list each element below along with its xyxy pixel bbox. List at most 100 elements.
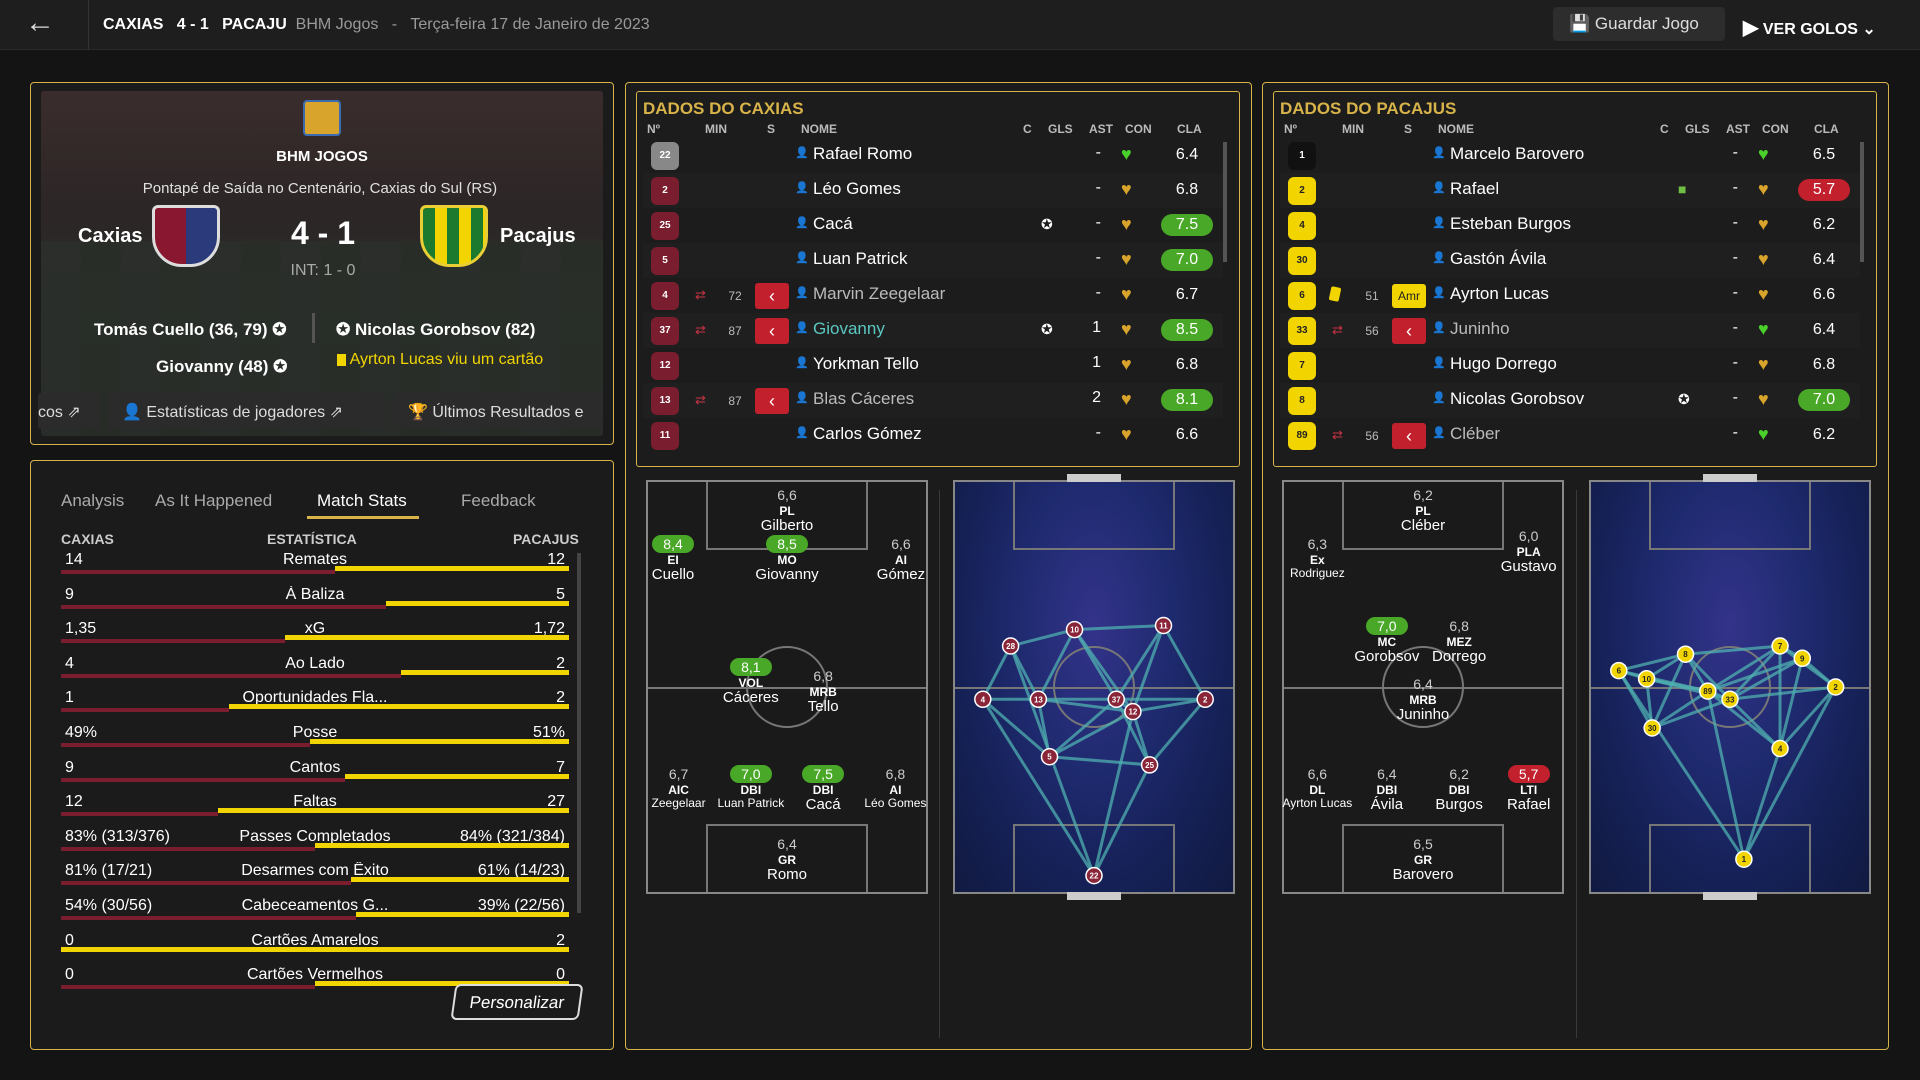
pass-node[interactable]: 37	[1107, 690, 1125, 709]
player-row[interactable]: 2 👤 Rafael ■ - ♥ 5.7	[1280, 173, 1860, 208]
pass-node[interactable]: 12	[1124, 702, 1142, 721]
col-name[interactable]: NOME	[1438, 122, 1474, 136]
formation-player[interactable]: 6,4 DBI Ávila	[1342, 765, 1432, 813]
pass-node[interactable]: 1	[1735, 850, 1753, 868]
tab-player-stats[interactable]: 👤 Estatísticas de jogadores ⇗	[108, 393, 386, 429]
player-row[interactable]: 22 👤 Rafael Romo - ♥ 6.4	[643, 138, 1223, 173]
pass-node[interactable]: 6	[1610, 661, 1628, 680]
pass-node[interactable]: 30	[1643, 719, 1661, 737]
player-row[interactable]: 12 👤 Yorkman Tello 1 ♥ 6.8	[643, 348, 1223, 383]
formation-player[interactable]: 6,6 PL Gilberto	[742, 486, 832, 534]
player-row[interactable]: 6 51 Amr 👤 Ayrton Lucas - ♥ 6.6	[1280, 278, 1860, 313]
stats-scrollbar[interactable]	[577, 553, 581, 913]
player-name[interactable]: Giovanny	[813, 319, 885, 338]
formation-player[interactable]: 6,3 Ex Rodriguez	[1272, 535, 1362, 580]
col-rating[interactable]: CLA	[1177, 122, 1202, 136]
tab-feedback[interactable]: Feedback	[461, 491, 536, 510]
pass-node[interactable]: 2	[1826, 678, 1845, 696]
customize-button[interactable]: Personalizar	[450, 984, 584, 1020]
tab-last-results[interactable]: 🏆 Últimos Resultados e	[394, 393, 602, 429]
pass-node[interactable]: 8	[1676, 645, 1695, 663]
col-goals[interactable]: GLS	[1048, 122, 1073, 136]
player-name[interactable]: Rafael Romo	[813, 144, 913, 163]
home-list-scrollbar[interactable]	[1223, 142, 1227, 262]
pass-node[interactable]: 22	[1085, 866, 1103, 885]
formation-player[interactable]: 6,0 PLA Gustavo	[1484, 527, 1574, 575]
formation-player[interactable]: 8,4 EI Cuello	[628, 535, 718, 583]
away-crest-icon[interactable]	[420, 205, 488, 267]
tab-as-it-happened[interactable]: As It Happened	[155, 491, 273, 510]
formation-player[interactable]: 6,8 MEZ Dorrego	[1414, 617, 1504, 665]
player-row[interactable]: 8 👤 Nicolas Gorobsov ✪ - ♥ 7.0	[1280, 383, 1860, 418]
pass-node[interactable]: 9	[1793, 649, 1812, 668]
sub-off-button[interactable]: ‹	[755, 388, 789, 414]
player-name[interactable]: Blas Cáceres	[813, 389, 915, 408]
pass-node[interactable]: 7	[1771, 637, 1789, 655]
col-c[interactable]: C	[1023, 122, 1032, 136]
formation-player[interactable]: 6,7 AIC Zeegelaar	[634, 765, 724, 810]
sub-off-button[interactable]: ‹	[755, 283, 789, 309]
formation-player[interactable]: 8,1 VOL Cáceres	[706, 658, 796, 706]
pass-node[interactable]: 2	[1196, 690, 1214, 709]
pass-node[interactable]: 89	[1699, 682, 1717, 700]
home-crest-icon[interactable]	[152, 205, 220, 267]
tab-prev[interactable]: cos ⇗	[38, 393, 100, 429]
formation-player[interactable]: 6,8 AI Léo Gomes	[850, 765, 940, 810]
player-name[interactable]: Juninho	[1450, 319, 1510, 338]
player-row[interactable]: 13 ⇄ 87 ‹ 👤 Blas Cáceres 2 ♥ 8.1	[643, 383, 1223, 418]
player-row[interactable]: 2 👤 Léo Gomes - ♥ 6.8	[643, 173, 1223, 208]
save-game-button[interactable]: 💾 Guardar Jogo	[1553, 7, 1725, 41]
player-name[interactable]: Marvin Zeegelaar	[813, 284, 946, 303]
col-c[interactable]: C	[1660, 122, 1669, 136]
player-name[interactable]: Yorkman Tello	[813, 354, 919, 373]
player-name[interactable]: Nicolas Gorobsov	[1450, 389, 1585, 408]
pass-node[interactable]: 33	[1721, 690, 1739, 709]
tab-analysis[interactable]: Analysis	[61, 491, 125, 510]
formation-player[interactable]: 6,4 MRB Juninho	[1378, 675, 1468, 723]
player-row[interactable]: 4 👤 Esteban Burgos - ♥ 6.2	[1280, 208, 1860, 243]
formation-player[interactable]: 8,5 MO Giovanny	[742, 535, 832, 583]
col-assists[interactable]: AST	[1726, 122, 1750, 136]
player-row[interactable]: 1 👤 Marcelo Barovero - ♥ 6.5	[1280, 138, 1860, 173]
col-condition[interactable]: CON	[1125, 122, 1152, 136]
pass-node[interactable]: 4	[1771, 739, 1789, 758]
pass-node[interactable]: 5	[1040, 747, 1059, 766]
formation-player[interactable]: 6,2 DBI Burgos	[1414, 765, 1504, 813]
pass-node[interactable]: 28	[1001, 637, 1020, 655]
away-list-scrollbar[interactable]	[1860, 142, 1864, 262]
sub-off-button[interactable]: ‹	[755, 318, 789, 344]
back-arrow-icon[interactable]: ←	[25, 6, 55, 39]
player-name[interactable]: Ayrton Lucas	[1450, 284, 1549, 303]
formation-player[interactable]: 6,5 GR Barovero	[1378, 835, 1468, 883]
pass-node[interactable]: 10	[1637, 670, 1656, 688]
player-name[interactable]: Marcelo Barovero	[1450, 144, 1585, 163]
player-row[interactable]: 33 ⇄ 56 ‹ 👤 Juninho - ♥ 6.4	[1280, 313, 1860, 348]
player-row[interactable]: 89 ⇄ 56 ‹ 👤 Cléber - ♥ 6.2	[1280, 418, 1860, 453]
formation-player[interactable]: 5,7 LTI Rafael	[1484, 764, 1574, 813]
player-name[interactable]: Cléber	[1450, 424, 1501, 443]
sub-off-button[interactable]: ‹	[1392, 423, 1426, 449]
player-name[interactable]: Esteban Burgos	[1450, 214, 1571, 233]
away-team[interactable]: Pacajus	[500, 225, 576, 247]
pass-node[interactable]: 13	[1029, 690, 1048, 709]
formation-player[interactable]: 6,8 MRB Tello	[778, 667, 868, 715]
player-row[interactable]: 37 ⇄ 87 ‹ 👤 Giovanny ✪ 1 ♥ 8.5	[643, 313, 1223, 348]
col-name[interactable]: NOME	[801, 122, 837, 136]
player-row[interactable]: 5 👤 Luan Patrick - ♥ 7.0	[643, 243, 1223, 278]
player-name[interactable]: Rafael	[1450, 179, 1500, 198]
col-condition[interactable]: CON	[1762, 122, 1789, 136]
pass-node[interactable]: 11	[1154, 616, 1173, 635]
formation-player[interactable]: 6,2 PL Cléber	[1378, 486, 1468, 534]
formation-player[interactable]: 6,4 GR Romo	[742, 835, 832, 883]
player-name[interactable]: Luan Patrick	[813, 249, 908, 268]
formation-player[interactable]: 6,6 AI Gómez	[856, 535, 946, 583]
view-goals-button[interactable]: ▶ VER GOLOS ⌄	[1743, 7, 1913, 41]
formation-player[interactable]: 7,5 DBI Cacá	[778, 764, 868, 813]
pass-node[interactable]: 25	[1140, 756, 1159, 774]
player-row[interactable]: 25 👤 Cacá ✪ - ♥ 7.5	[643, 208, 1223, 243]
formation-player[interactable]: 6,6 DL Ayrton Lucas	[1272, 765, 1362, 810]
col-rating[interactable]: CLA	[1814, 122, 1839, 136]
player-row[interactable]: 11 👤 Carlos Gómez - ♥ 6.6	[643, 418, 1223, 453]
player-row[interactable]: 4 ⇄ 72 ‹ 👤 Marvin Zeegelaar - ♥ 6.7	[643, 278, 1223, 313]
player-row[interactable]: 7 👤 Hugo Dorrego - ♥ 6.8	[1280, 348, 1860, 383]
